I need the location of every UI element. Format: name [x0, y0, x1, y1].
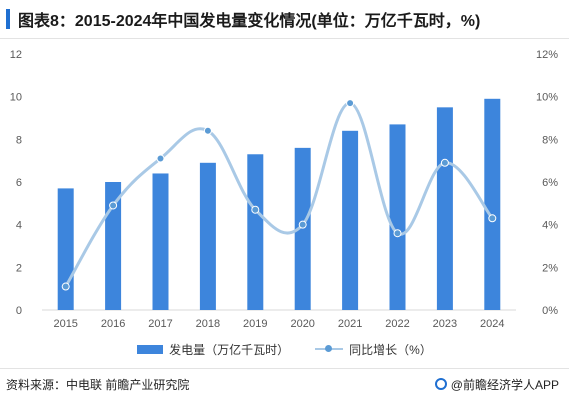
x-axis-tick-label: 2020: [290, 318, 314, 330]
legend-item-generation: 发电量（万亿千瓦时）: [137, 341, 289, 358]
generation-bar: [105, 182, 122, 310]
x-axis-tick-label: 2017: [148, 318, 172, 330]
x-axis-tick-label: 2024: [480, 318, 504, 330]
legend-label-growth: 同比增长（%）: [349, 342, 432, 357]
growth-point: [440, 158, 449, 167]
left-axis-tick-label: 2: [16, 262, 22, 274]
x-axis-tick-label: 2022: [385, 318, 409, 330]
right-axis-tick-label: 6%: [542, 177, 558, 189]
left-axis-tick-label: 6: [16, 177, 22, 189]
legend-bar-swatch: [137, 344, 164, 354]
growth-rate-line: [64, 101, 494, 288]
chart-legend: 发电量（万亿千瓦时） 同比增长（%）: [0, 340, 569, 358]
right-axis-tick-label: 10%: [536, 92, 558, 104]
chart-title: 图表8：2015-2024年中国发电量变化情况(单位：万亿千瓦时，%): [18, 13, 481, 30]
right-axis-tick-label: 0%: [542, 305, 558, 317]
generation-bar: [484, 98, 501, 310]
growth-point: [203, 126, 212, 135]
generation-bar: [389, 124, 406, 311]
generation-bar: [247, 154, 264, 310]
title-divider: [0, 38, 569, 39]
title-bar: 图表8：2015-2024年中国发电量变化情况(单位：万亿千瓦时，%): [0, 0, 569, 38]
growth-point: [488, 214, 497, 223]
generation-bar: [152, 173, 169, 310]
growth-point: [251, 205, 260, 214]
x-axis-tick-label: 2023: [433, 318, 457, 330]
x-axis-tick-label: 2021: [338, 318, 362, 330]
right-axis-tick-label: 2%: [542, 262, 558, 274]
x-axis-tick-label: 2018: [196, 318, 220, 330]
chart-canvas: 0 2 4 6 8 10 12 0% 2% 4% 6% 8% 10% 12% 2015 2016 2017 2…: [10, 49, 558, 330]
title-accent-bar: [6, 9, 10, 29]
brand-text: @前瞻经济学人APP: [450, 377, 559, 392]
right-axis-tick-label: 4%: [542, 220, 558, 232]
brand-logo-icon: [434, 378, 447, 390]
footer: 资料来源：中电联 前瞻产业研究院 @前瞻经济学人APP: [0, 372, 569, 396]
footer-divider: [0, 368, 569, 369]
legend-item-growth: 同比增长（%）: [315, 341, 432, 358]
legend-line-swatch: [315, 344, 344, 354]
legend-label-generation: 发电量（万亿千瓦时）: [169, 342, 290, 357]
growth-point: [393, 229, 402, 238]
growth-point: [156, 154, 165, 163]
right-axis-tick-label: 8%: [542, 134, 558, 146]
generation-bar: [57, 188, 74, 310]
right-axis-tick-label: 12%: [536, 49, 558, 61]
growth-point: [109, 201, 118, 210]
generation-bar: [199, 162, 216, 310]
growth-point: [298, 220, 307, 229]
left-axis-tick-label: 12: [10, 49, 22, 61]
growth-point: [61, 282, 70, 291]
generation-bar: [436, 107, 453, 310]
generation-bar: [342, 130, 359, 310]
x-axis-tick-label: 2019: [243, 318, 267, 330]
left-axis-tick-label: 8: [16, 134, 22, 146]
left-axis-tick-label: 4: [16, 220, 22, 232]
left-axis-tick-label: 0: [16, 305, 22, 317]
generation-bar: [294, 147, 311, 310]
x-axis-tick-label: 2016: [101, 318, 125, 330]
x-axis-tick-label: 2015: [53, 318, 77, 330]
left-axis-tick-label: 10: [10, 92, 22, 104]
brand-attribution: @前瞻经济学人APP: [434, 376, 559, 393]
growth-point: [346, 99, 355, 108]
source-note: 资料来源：中电联 前瞻产业研究院: [6, 377, 190, 392]
